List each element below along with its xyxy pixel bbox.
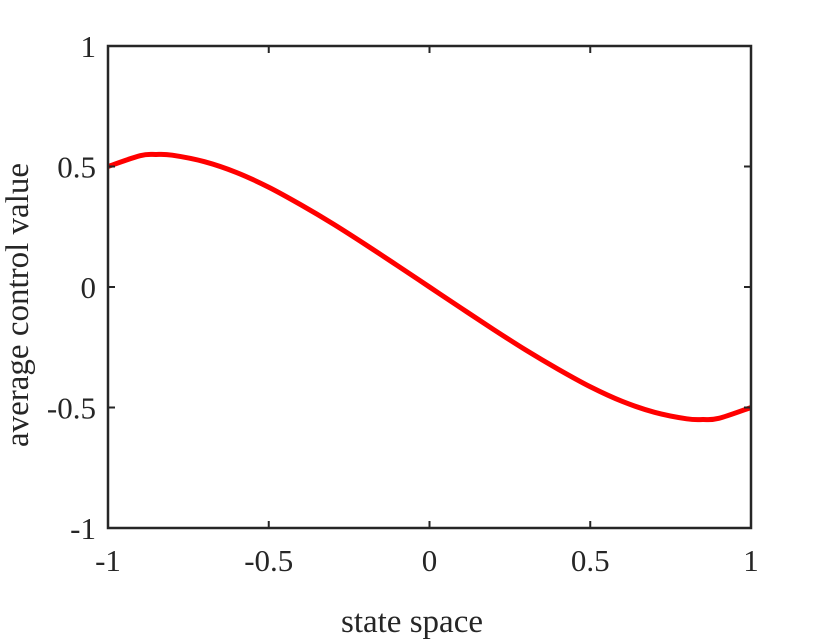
y-tick-label: 1 bbox=[81, 29, 97, 64]
y-axis-label: average control value bbox=[0, 163, 36, 447]
series-line bbox=[107, 151, 752, 423]
y-tick-label: -0.5 bbox=[47, 391, 96, 426]
x-tick-label: 1 bbox=[743, 543, 759, 578]
x-tick-label: -0.5 bbox=[244, 543, 293, 578]
y-tick-label: 0.5 bbox=[57, 150, 96, 185]
x-tick-label: -1 bbox=[95, 543, 121, 578]
series-layer bbox=[107, 151, 752, 423]
x-tick-label: 0 bbox=[422, 543, 438, 578]
y-tick-label: 0 bbox=[81, 270, 97, 305]
ticks-layer: -1 -0.5 0 0.5 1 -1 -0.5 0 0.5 1 bbox=[47, 29, 759, 578]
x-tick-label: 0.5 bbox=[571, 543, 610, 578]
x-axis-label: state space bbox=[341, 604, 483, 640]
y-tick-label: -1 bbox=[70, 511, 96, 546]
